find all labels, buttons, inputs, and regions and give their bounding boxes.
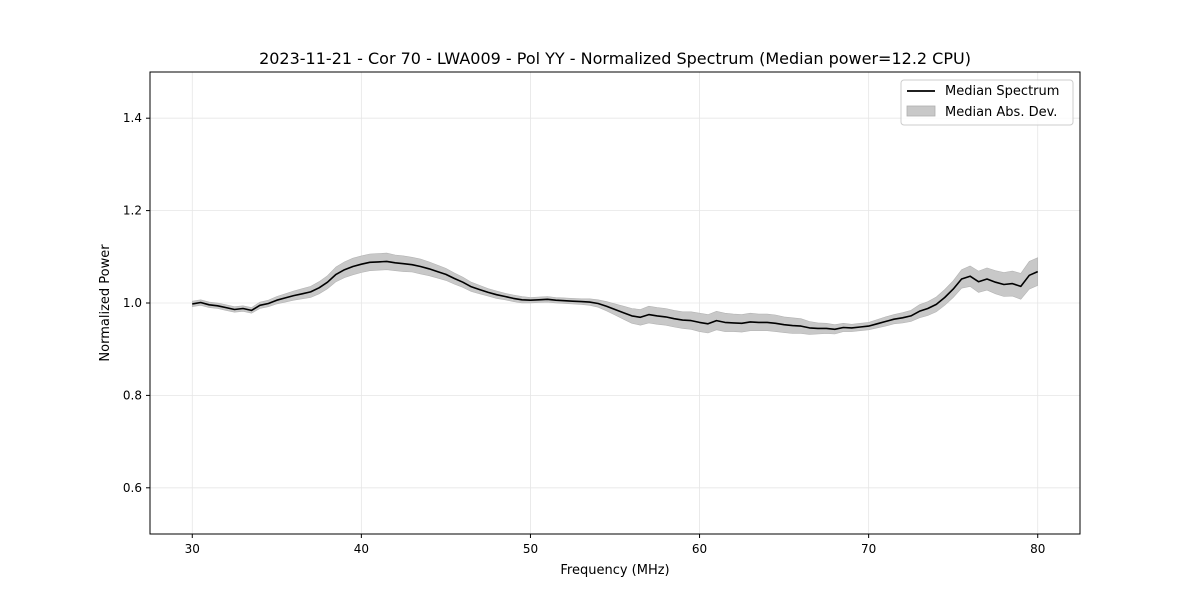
chart-title: 2023-11-21 - Cor 70 - LWA009 - Pol YY - …: [259, 49, 971, 68]
mad-band-area: [192, 252, 1038, 335]
y-axis-ticks: 0.6 0.8 1.0 1.2 1.4: [123, 111, 150, 495]
legend-band-swatch: [906, 105, 936, 117]
x-axis-ticks: 30 40 50 60 70 80: [185, 534, 1045, 556]
legend-label-median-spectrum: Median Spectrum: [945, 84, 1059, 99]
y-axis-label: Normalized Power: [98, 244, 113, 362]
y-tick-label: 1.2: [123, 204, 142, 218]
x-tick-label: 40: [354, 542, 369, 556]
y-tick-label: 1.0: [123, 296, 142, 310]
median-spectrum-line: [192, 260, 1039, 331]
y-tick-label: 0.6: [123, 481, 142, 495]
x-axis-label: Frequency (MHz): [560, 563, 669, 578]
mad-band: [192, 252, 1038, 335]
x-tick-label: 30: [185, 542, 200, 556]
legend-box: [900, 79, 1074, 126]
y-tick-label: 1.4: [123, 111, 142, 125]
legend: Median Spectrum Median Abs. Dev.: [900, 79, 1074, 126]
x-tick-label: 80: [1030, 542, 1045, 556]
x-tick-label: 50: [523, 542, 538, 556]
x-tick-label: 60: [692, 542, 707, 556]
legend-label-median-abs-dev: Median Abs. Dev.: [945, 105, 1057, 120]
x-tick-label: 70: [861, 542, 876, 556]
y-tick-label: 0.8: [123, 388, 142, 402]
median-spectrum-series: [192, 260, 1039, 331]
